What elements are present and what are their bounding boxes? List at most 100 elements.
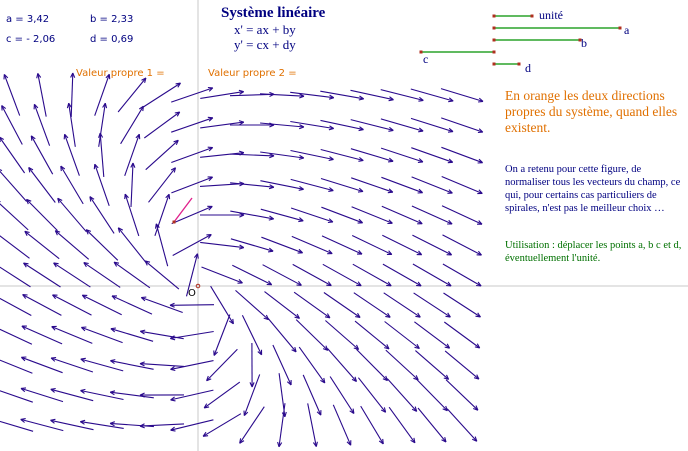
field-vector — [20, 418, 64, 432]
segment-d-handle[interactable] — [517, 62, 521, 66]
field-vector — [260, 180, 304, 191]
field-vector — [169, 302, 215, 308]
field-vector — [302, 374, 322, 416]
field-vector — [36, 73, 47, 117]
field-vector — [3, 74, 21, 116]
field-vector — [113, 261, 151, 289]
unit-label: unité — [539, 8, 563, 22]
magenta-vector[interactable] — [172, 197, 193, 224]
field-vector — [321, 235, 363, 255]
eigenvalue-1-label: Valeur propre 1 = — [76, 68, 165, 79]
field-vector — [202, 413, 242, 437]
field-vector — [22, 294, 62, 316]
field-vector — [0, 266, 31, 288]
segment-b-handle[interactable] — [578, 38, 582, 42]
segment-b-label: b — [581, 36, 587, 50]
field-vector — [98, 102, 108, 147]
field-vector — [382, 263, 422, 287]
field-vector — [235, 289, 270, 321]
field-vector — [323, 292, 361, 319]
field-vector — [321, 206, 363, 224]
field-vector — [329, 376, 355, 414]
field-vector — [203, 381, 241, 409]
field-vector — [262, 264, 302, 286]
field-vector — [52, 294, 92, 316]
field-vector — [28, 167, 56, 203]
coef-b: b = 2,33 — [90, 14, 134, 25]
field-vector — [230, 182, 275, 190]
field-vector — [139, 392, 185, 398]
field-vector — [98, 132, 105, 177]
field-vector — [124, 133, 141, 176]
segment-d[interactable] — [492, 62, 521, 66]
field-vector — [110, 327, 154, 342]
highlighted-vector — [172, 197, 193, 224]
field-vector — [290, 178, 334, 192]
field-vector — [325, 320, 360, 351]
segment-c[interactable] — [419, 50, 496, 54]
field-vector — [200, 89, 244, 99]
segment-a-label: a — [624, 23, 630, 37]
segment-a[interactable] — [492, 26, 622, 30]
field-vector — [50, 387, 94, 402]
field-vector — [230, 238, 274, 253]
field-vector — [241, 314, 263, 356]
unit-segment[interactable] — [492, 14, 534, 18]
field-vector — [388, 406, 416, 444]
field-vector — [290, 120, 334, 131]
field-vector — [63, 133, 80, 176]
field-vector — [200, 120, 245, 129]
field-vector — [410, 117, 454, 133]
field-vector — [143, 82, 181, 108]
field-vector — [33, 103, 51, 146]
field-vector — [357, 377, 387, 413]
field-vector — [51, 325, 93, 344]
field-vector — [239, 406, 265, 444]
field-vector — [0, 359, 33, 374]
field-vector — [384, 321, 420, 350]
field-vector — [350, 89, 394, 102]
field-vector — [81, 326, 123, 344]
field-vector — [443, 292, 481, 318]
field-vector — [229, 153, 275, 159]
field-vector — [200, 212, 245, 218]
field-vector — [243, 374, 261, 416]
field-vector — [351, 206, 393, 225]
coef-a: a = 3,42 — [6, 14, 50, 25]
field-vector — [0, 169, 28, 202]
field-vector — [381, 205, 423, 225]
field-vector — [417, 407, 447, 443]
field-vector — [70, 72, 76, 118]
field-vector — [110, 359, 154, 370]
field-vector — [124, 193, 140, 237]
field-vector — [80, 388, 124, 401]
segment-b[interactable] — [492, 38, 582, 42]
field-vector — [261, 236, 303, 254]
field-vector — [278, 373, 287, 418]
field-vector — [442, 234, 482, 256]
field-vector — [412, 234, 453, 256]
unit-segment-handle[interactable] — [530, 14, 534, 18]
field-vector — [320, 119, 364, 132]
field-vector — [381, 176, 423, 194]
field-vector — [277, 403, 286, 448]
segment-a-handle[interactable] — [618, 26, 622, 30]
eigen-directions-note: En orange les deux directions propres du… — [505, 88, 678, 135]
field-vector — [441, 146, 483, 164]
field-vector — [295, 319, 329, 351]
field-vector — [260, 151, 305, 160]
field-vector — [0, 136, 26, 174]
field-vector — [327, 348, 358, 382]
origin-point[interactable] — [195, 283, 201, 289]
field-vector — [290, 149, 334, 162]
field-vector — [1, 105, 23, 145]
field-vector — [57, 197, 87, 233]
field-vector — [154, 193, 171, 236]
segment-c-handle[interactable] — [419, 50, 423, 54]
field-vector — [442, 263, 482, 287]
field-vector — [111, 295, 153, 315]
field-vector — [50, 418, 94, 431]
field-vector — [171, 176, 213, 194]
field-vector — [199, 181, 245, 187]
